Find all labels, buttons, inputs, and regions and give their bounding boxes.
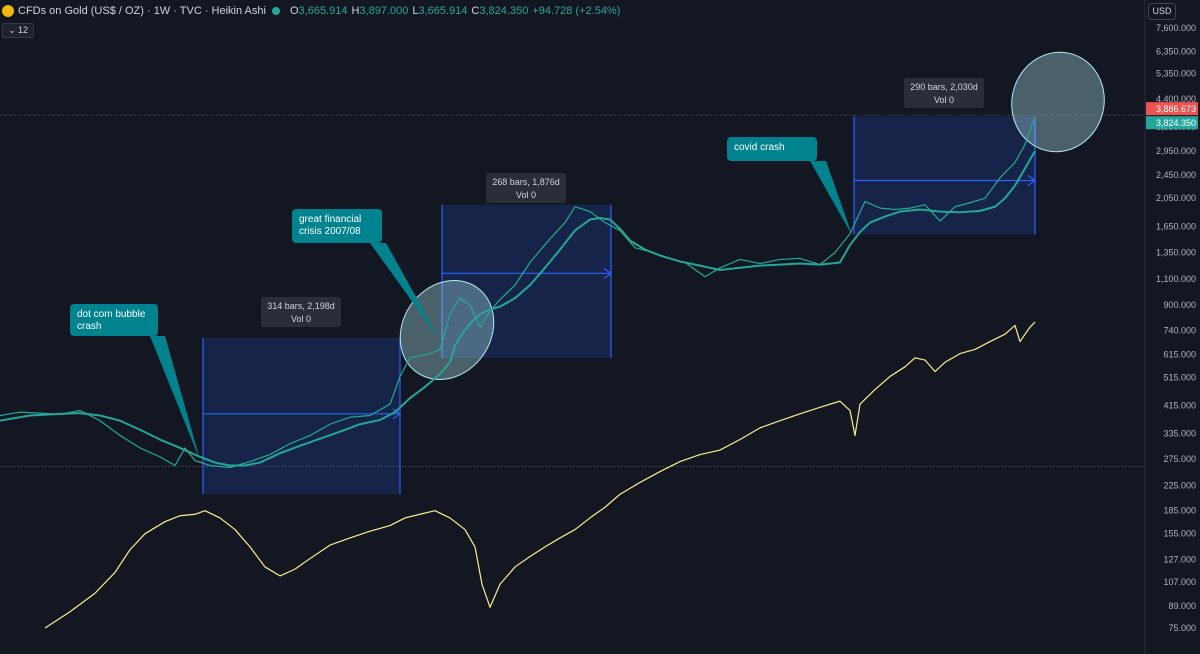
measure-vol-label: Vol 0 bbox=[291, 314, 311, 324]
callout-text: covid crash bbox=[734, 142, 785, 153]
y-tick-label: 89.000 bbox=[1168, 601, 1196, 611]
measure-bars-label: 314 bars, 2,198d bbox=[267, 301, 335, 311]
y-tick-label: 7,600.000 bbox=[1156, 23, 1196, 33]
gold-logo-icon bbox=[2, 5, 14, 17]
measure-vol-label: Vol 0 bbox=[934, 95, 954, 105]
callout-line: crisis 2007/08 bbox=[299, 226, 361, 237]
measure-label-box bbox=[261, 297, 341, 327]
measure-label-box bbox=[486, 173, 566, 203]
low-value: 3,665.914 bbox=[418, 5, 468, 17]
y-tick-label: 415.000 bbox=[1163, 401, 1196, 411]
moving-average-line bbox=[0, 150, 1036, 467]
y-tick-label: 2,050.000 bbox=[1156, 193, 1196, 203]
high-label: H bbox=[351, 5, 360, 17]
y-tick-label: 740.000 bbox=[1163, 326, 1196, 336]
y-tick-label: 107.000 bbox=[1163, 577, 1196, 587]
measure-box bbox=[854, 116, 1035, 235]
gold-price-line bbox=[0, 117, 1036, 469]
measure-vol-label: Vol 0 bbox=[516, 190, 536, 200]
price-tag bbox=[1146, 102, 1198, 116]
y-tick-label: 2,950.000 bbox=[1156, 146, 1196, 156]
y-tick-label: 155.000 bbox=[1163, 529, 1196, 539]
market-status-icon bbox=[271, 7, 280, 15]
measure-label-box bbox=[904, 78, 984, 108]
y-tick-label: 127.000 bbox=[1163, 555, 1196, 565]
y-tick-label: 515.000 bbox=[1163, 373, 1196, 383]
callout-line: great financial bbox=[299, 214, 361, 225]
callout-pointer bbox=[150, 336, 200, 460]
callout-box bbox=[292, 209, 382, 243]
y-tick-label: 185.000 bbox=[1163, 506, 1196, 516]
indicator-toggle-button[interactable]: ⌄ 12 bbox=[2, 23, 35, 38]
callout: great financial crisis 2007/08 bbox=[292, 209, 440, 340]
y-tick-label: 5,350.000 bbox=[1156, 69, 1196, 79]
symbol-header: CFDs on Gold (US$ / OZ) · 1W · TVC · Hei… bbox=[0, 0, 620, 22]
y-tick-label: 615.000 bbox=[1163, 350, 1196, 360]
measure-box bbox=[203, 337, 400, 495]
y-tick-label: 1,350.000 bbox=[1156, 247, 1196, 257]
callout-line: covid crash bbox=[734, 142, 785, 153]
callout-text: great financial crisis 2007/08 bbox=[299, 214, 361, 237]
price-tag bbox=[1146, 116, 1198, 130]
arrow-head-icon bbox=[1027, 174, 1037, 186]
measure-range: 290 bars, 2,030d Vol 0 bbox=[853, 78, 1037, 235]
y-tick-label: 1,650.000 bbox=[1156, 221, 1196, 231]
indicator-count: 12 bbox=[18, 25, 29, 35]
callout-box bbox=[727, 137, 817, 161]
y-tick-label: 225.000 bbox=[1163, 480, 1196, 490]
callout-pointer bbox=[370, 243, 440, 340]
y-tick-label: 1,100.000 bbox=[1156, 274, 1196, 284]
chevron-down-icon: ⌄ bbox=[8, 25, 19, 35]
callout: covid crash bbox=[727, 137, 852, 235]
y-tick-label: 900.000 bbox=[1163, 300, 1196, 310]
y-tick-label: 6,350.000 bbox=[1156, 46, 1196, 56]
measure-bars-label: 268 bars, 1,876d bbox=[492, 177, 560, 187]
low-label: L bbox=[412, 5, 419, 17]
y-tick-label: 4,400.000 bbox=[1156, 94, 1196, 104]
open-value: 3,665.914 bbox=[298, 5, 348, 17]
callout-text: dot com bubble crash bbox=[77, 309, 146, 332]
highlight-ellipse bbox=[1011, 51, 1105, 153]
measure-range: 268 bars, 1,876d Vol 0 bbox=[441, 173, 613, 358]
currency-selector[interactable]: USD bbox=[1148, 3, 1176, 20]
close-value: 3,824.350 bbox=[479, 5, 529, 17]
callout: dot com bubble crash bbox=[70, 304, 200, 460]
y-tick-label: 275.000 bbox=[1163, 454, 1196, 464]
price-tag-label: 3,886.673 bbox=[1156, 104, 1196, 114]
callout-pointer bbox=[810, 161, 852, 235]
y-tick-label: 335.000 bbox=[1163, 429, 1196, 439]
symbol-title[interactable]: CFDs on Gold (US$ / OZ) · 1W · TVC · Hei… bbox=[18, 5, 266, 17]
measure-bars-label: 290 bars, 2,030d bbox=[910, 82, 978, 92]
high-value: 3,897.000 bbox=[359, 5, 409, 17]
measure-box bbox=[442, 204, 611, 358]
change-value: +94.728 (+2.54%) bbox=[532, 5, 621, 17]
callout-box bbox=[70, 304, 158, 336]
comparison-index-line bbox=[44, 321, 1036, 629]
arrow-head-icon bbox=[603, 267, 613, 279]
callout-line: dot com bubble bbox=[77, 309, 146, 320]
close-label: C bbox=[471, 5, 480, 17]
y-tick-label: 2,450.000 bbox=[1156, 170, 1196, 180]
price-tag-label: 3,824.350 bbox=[1156, 118, 1196, 128]
callout-line: crash bbox=[77, 321, 101, 332]
open-label: O bbox=[289, 5, 299, 17]
y-tick-label: 75.000 bbox=[1168, 623, 1196, 633]
